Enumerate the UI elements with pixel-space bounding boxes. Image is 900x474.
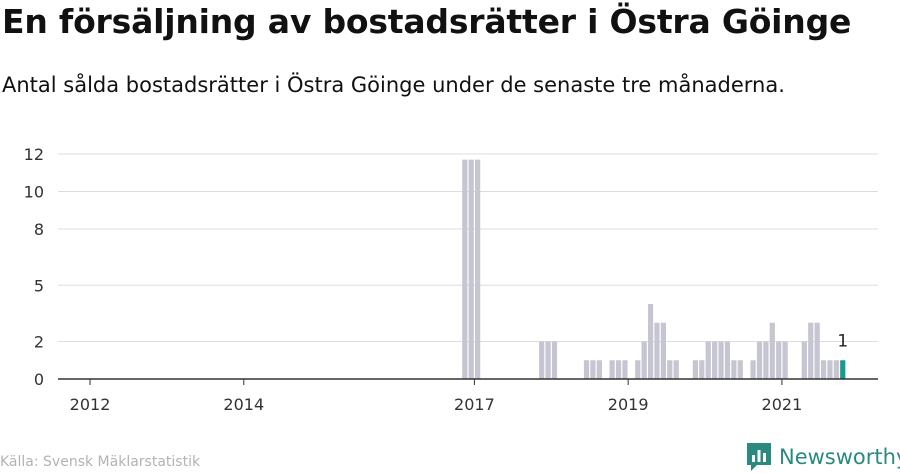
x-tick-label: 2021 <box>762 395 803 414</box>
gridlines <box>58 153 878 342</box>
bar <box>718 341 724 379</box>
bar <box>705 341 711 379</box>
brand-logo[interactable]: Newsworthy <box>745 440 900 474</box>
bar <box>545 341 551 379</box>
y-tick-label: 10 <box>24 183 44 202</box>
bar <box>712 341 718 379</box>
chart-subtitle: Antal sålda bostadsrätter i Östra Göinge… <box>2 73 785 97</box>
x-tick-label: 2017 <box>454 395 495 414</box>
bar <box>622 360 628 379</box>
bar <box>609 360 615 379</box>
bar <box>654 322 660 379</box>
bar <box>827 360 833 379</box>
y-tick-label: 8 <box>34 220 44 239</box>
bar <box>596 360 602 379</box>
bar <box>769 322 775 379</box>
bar-chart: 0 2 5 8 10 12 1 2012 2014 2017 2019 2021 <box>24 145 878 414</box>
bar <box>808 322 814 379</box>
y-tick-label: 0 <box>34 370 44 389</box>
bar <box>462 159 468 379</box>
bar <box>776 341 782 379</box>
chart-title: En försäljning av bostadsrätter i Östra … <box>2 2 852 41</box>
bar <box>833 360 839 379</box>
bar <box>737 360 743 379</box>
bar <box>673 360 679 379</box>
bar <box>801 341 807 379</box>
bar <box>782 341 788 379</box>
bar <box>814 322 820 379</box>
bar <box>763 341 769 379</box>
y-tick-label: 2 <box>34 333 44 352</box>
bar <box>692 360 699 379</box>
bar <box>750 360 756 379</box>
brand-name: Newsworthy <box>779 445 900 469</box>
bar <box>756 341 763 379</box>
bar <box>635 360 641 379</box>
bar <box>583 360 590 379</box>
x-axis <box>58 378 878 385</box>
y-tick-label: 5 <box>34 276 44 295</box>
bar <box>724 341 731 379</box>
bar <box>551 341 558 379</box>
bar-highlight <box>840 360 846 379</box>
bar <box>820 360 827 379</box>
x-tick-label: 2012 <box>70 395 111 414</box>
newsworthy-logo-icon <box>747 443 771 471</box>
bar <box>590 360 596 379</box>
bar <box>699 360 705 379</box>
x-tick-label: 2019 <box>608 395 649 414</box>
bar <box>647 304 654 379</box>
bar <box>468 159 474 379</box>
x-tick-label: 2014 <box>223 395 264 414</box>
bar <box>539 341 545 379</box>
bar <box>475 159 481 379</box>
bar <box>731 360 737 379</box>
bar <box>615 360 622 379</box>
bar <box>641 341 647 379</box>
data-label: 1 <box>837 331 848 351</box>
tick-labels: 0 2 5 8 10 12 1 2012 2014 2017 2019 2021 <box>24 145 849 414</box>
y-tick-label: 12 <box>24 145 44 164</box>
bar <box>660 322 666 379</box>
source-note: Källa: Svensk Mäklarstatistik <box>0 454 201 470</box>
bars <box>462 159 846 379</box>
bar <box>667 360 673 379</box>
